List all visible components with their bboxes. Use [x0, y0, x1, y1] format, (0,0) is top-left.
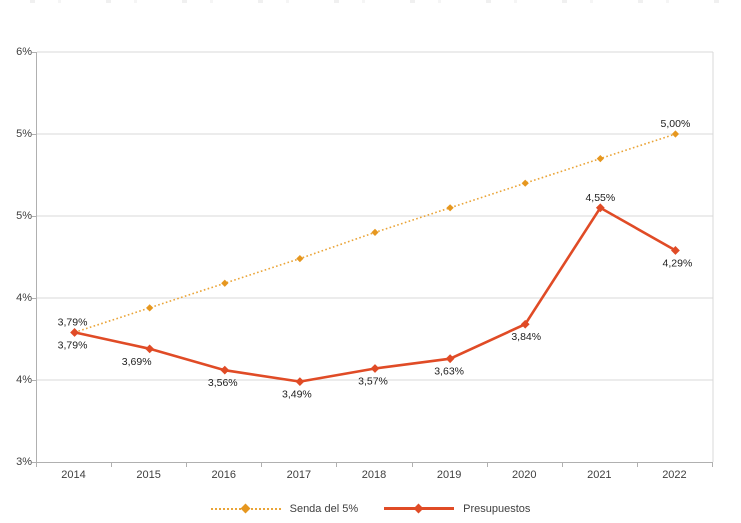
legend-item-senda[interactable]: Senda del 5% [210, 503, 359, 515]
y-tick-label: 4% [16, 292, 32, 304]
data-label: 4,55% [585, 192, 615, 204]
plot-area: 3,79% 5,00% 3,79% 3,69% 3,56% 3,49% 3,57% 3,63%… [36, 51, 714, 463]
x-tick-mark [261, 463, 263, 467]
series-marker [220, 365, 230, 375]
series-marker [371, 228, 379, 236]
data-label: 3,56% [208, 377, 238, 389]
chart-legend: Senda del 5% Presupuestos [0, 501, 741, 517]
series-marker [445, 354, 455, 364]
y-tick-label: 5% [16, 128, 32, 140]
x-tick-label: 2018 [361, 469, 387, 481]
x-tick-mark [111, 463, 113, 467]
x-tick-mark [486, 463, 488, 467]
diamond-marker-icon [240, 503, 251, 514]
series-marker [70, 328, 79, 337]
x-tick-mark [336, 463, 338, 467]
x-tick-label: 2016 [211, 469, 236, 481]
x-tick-mark [36, 463, 37, 467]
series-marker [521, 179, 529, 187]
x-tick-label: 2014 [61, 469, 86, 481]
y-tick-label: 3% [16, 456, 32, 468]
y-tick-label: 6% [16, 46, 32, 58]
y-tick-mark [32, 134, 36, 135]
series-marker [446, 204, 454, 212]
series-marker [145, 344, 155, 354]
series-marker [221, 279, 229, 287]
presupuestos-line-sample [384, 503, 455, 514]
data-label: 5,00% [661, 118, 691, 130]
data-label: 3,79% [58, 316, 88, 328]
y-tick-mark [32, 462, 36, 463]
data-label: 3,63% [434, 366, 464, 378]
x-tick-label: 2017 [286, 469, 312, 481]
x-tick-mark [712, 463, 713, 467]
data-label: 4,29% [663, 257, 693, 269]
series-marker [146, 304, 154, 312]
y-tick-mark [32, 298, 36, 299]
plot-canvas: 3,79% 5,00% 3,79% 3,69% 3,56% 3,49% 3,57% 3,63%… [37, 51, 714, 462]
legend-label-senda: Senda del 5% [289, 503, 359, 515]
x-tick-mark [561, 463, 563, 467]
y-tick-mark [32, 52, 36, 53]
series-marker [370, 364, 380, 373]
series-marker [295, 377, 305, 387]
x-tick-label: 2022 [662, 469, 687, 481]
senda-line-sample [210, 503, 281, 514]
x-tick-mark [411, 463, 413, 467]
legend-item-presupuestos[interactable]: Presupuestos [384, 503, 530, 515]
data-label: 3,79% [58, 339, 88, 351]
y-tick-mark [32, 380, 36, 381]
x-tick-label: 2015 [136, 469, 161, 481]
clipped-text-artifact [0, 0, 741, 3]
data-label: 3,84% [511, 331, 541, 343]
diamond-marker-icon [413, 503, 424, 514]
series-marker [596, 155, 604, 163]
x-tick-label: 2021 [587, 469, 612, 481]
legend-label-presupuestos: Presupuestos [463, 503, 531, 515]
x-tick-label: 2019 [436, 469, 462, 481]
series-marker [595, 203, 605, 213]
x-tick-label: 2020 [511, 469, 537, 481]
data-label: 3,57% [358, 376, 388, 388]
data-label: 3,69% [122, 356, 152, 368]
y-tick-label: 4% [16, 374, 32, 386]
data-label: 3,49% [282, 389, 312, 401]
x-tick-mark [186, 463, 188, 467]
series-marker [671, 130, 680, 138]
y-tick-mark [32, 216, 36, 217]
x-tick-mark [636, 463, 638, 467]
y-tick-label: 5% [16, 210, 32, 222]
series-marker [671, 246, 680, 255]
series-marker [296, 255, 304, 263]
